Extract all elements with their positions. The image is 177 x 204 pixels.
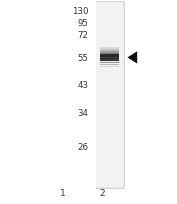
Bar — [96, 2, 124, 188]
Text: 55: 55 — [78, 54, 88, 63]
Text: 34: 34 — [78, 109, 88, 118]
Polygon shape — [127, 52, 137, 64]
Bar — [96, 3, 123, 187]
Bar — [100, 52, 119, 53]
Text: 95: 95 — [78, 19, 88, 28]
Bar — [100, 54, 119, 62]
Bar — [100, 48, 119, 49]
Bar — [100, 65, 119, 66]
Bar — [100, 56, 119, 57]
Text: 1: 1 — [60, 188, 66, 197]
Bar — [100, 58, 119, 59]
Text: 26: 26 — [78, 142, 88, 151]
Text: 72: 72 — [78, 31, 88, 40]
Bar — [100, 66, 119, 67]
Bar — [100, 54, 119, 55]
Text: 130: 130 — [72, 7, 88, 16]
Bar — [100, 53, 119, 54]
Bar — [100, 62, 119, 63]
Bar — [100, 60, 119, 61]
Bar — [100, 50, 119, 51]
Text: 2: 2 — [99, 188, 105, 197]
Bar — [100, 55, 119, 56]
Bar — [100, 64, 119, 65]
Text: 43: 43 — [78, 80, 88, 89]
